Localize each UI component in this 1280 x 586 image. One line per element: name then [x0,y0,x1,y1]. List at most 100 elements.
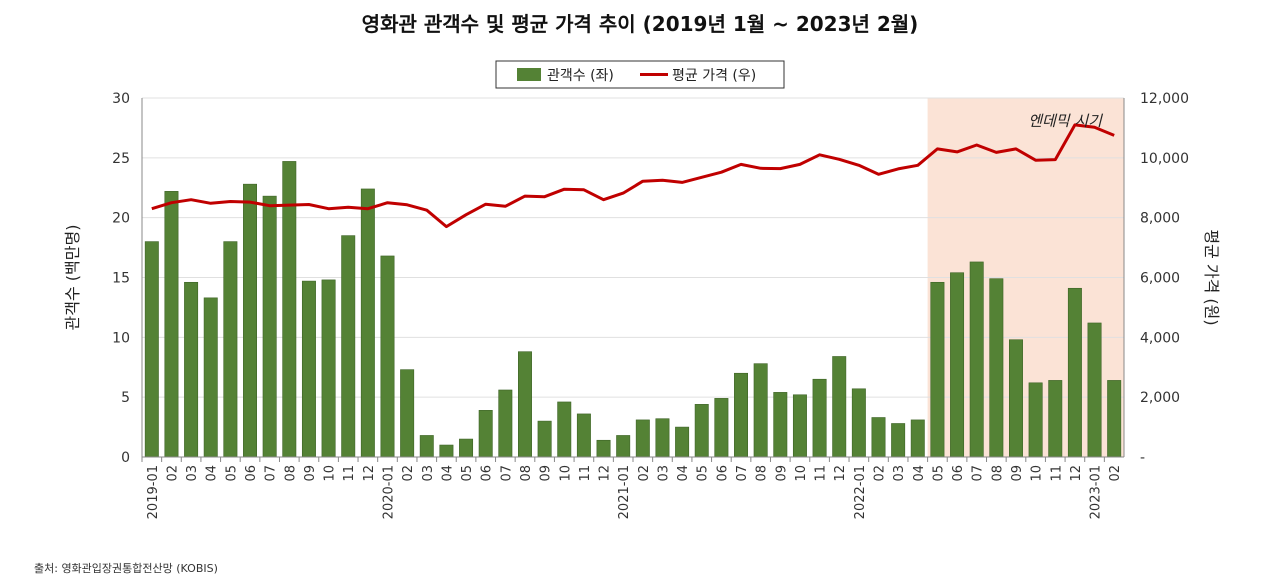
bar [1107,380,1122,458]
bar [1028,382,1043,458]
axis-layer: 0 - 5 2,000 10 4,000 15 6,000 20 8,000 25 10,000 30 1… [112,91,1189,519]
y-left-tick-label: 5 [121,390,130,406]
x-tick-label: 03 [892,465,907,482]
x-tick-label: 06 [480,465,495,482]
x-tick-label: 2021-01 [617,465,632,519]
x-tick-label: 02 [165,465,180,482]
bar [341,235,356,458]
y-right-tick-label: - [1140,450,1145,466]
x-tick-label: 09 [303,465,318,482]
bar [655,418,670,458]
x-tick-label: 10 [558,465,573,482]
x-tick-label: 04 [440,465,455,482]
bar [910,419,925,458]
y-right-tick-label: 4,000 [1140,330,1180,346]
x-tick-label: 02 [873,465,888,482]
y-axis-right-label: 평균 가격 (원) [1202,229,1221,325]
bar [537,420,552,458]
bar [812,378,827,458]
y-left-tick-label: 30 [112,91,130,107]
bar [714,398,729,458]
bar [734,372,748,458]
bar [262,195,277,458]
bar [950,272,965,458]
bar [773,392,788,458]
legend-line-label: 평균 가격 (우) [672,68,756,84]
bar [832,356,847,458]
line-layer [151,123,1115,229]
y-axis-left-label: 관객수 (백만명) [63,225,82,331]
x-tick-label: 05 [224,465,239,482]
x-tick-label: 08 [990,465,1005,482]
bar [969,261,984,458]
y-right-tick-label: 2,000 [1140,390,1180,406]
x-tick-label: 12 [598,465,613,482]
y-right-tick-label: 10,000 [1140,151,1189,167]
bar [518,351,532,458]
bar [675,426,690,458]
y-right-tick-label: 6,000 [1140,271,1180,287]
bar [223,241,238,458]
x-tick-label: 11 [578,465,593,482]
x-tick-label: 07 [499,465,514,482]
chart-title: 영화관 관객수 및 평균 가격 추이 (2019년 1월 ~ 2023년 2월) [361,12,919,36]
y-left-tick-label: 15 [112,271,130,287]
x-tick-label: 07 [735,465,750,482]
bar [301,280,316,458]
bar [321,279,336,458]
bar [203,297,218,458]
bar [891,423,906,458]
bar [380,255,395,458]
y-right-tick-label: 8,000 [1140,211,1180,227]
legend: 관객수 (좌) 평균 가격 (우) [495,60,785,89]
bar [851,388,866,458]
x-tick-label: 09 [1010,465,1025,482]
x-tick-label: 2019-01 [146,465,161,519]
x-tick-label: 05 [696,465,711,482]
x-tick-label: 03 [421,465,436,482]
x-tick-label: 04 [912,465,927,482]
x-tick-label: 06 [244,465,259,482]
x-tick-label: 08 [755,465,770,482]
bar [694,404,709,458]
bar [871,417,886,458]
y-right-tick-label: 12,000 [1140,91,1189,107]
x-tick-label: 2020-01 [382,465,397,519]
bar [635,419,650,458]
y-left-tick-label: 10 [112,330,130,346]
x-tick-label: 06 [951,465,966,482]
x-tick-label: 02 [401,465,416,482]
bar [576,413,591,458]
bar [184,281,199,458]
bar [1087,322,1102,458]
bar [616,435,631,458]
x-tick-label: 2023-01 [1089,465,1104,519]
x-tick-label: 07 [264,465,279,482]
bar [596,439,611,458]
bar [557,401,572,458]
y-left-tick-label: 0 [121,450,130,466]
bar [459,438,474,458]
x-tick-label: 10 [323,465,338,482]
price-line [151,123,1115,229]
y-left-tick-label: 25 [112,151,130,167]
bar [989,278,1004,458]
x-tick-label: 11 [814,465,829,482]
x-tick-label: 12 [362,465,377,482]
bar [144,241,159,458]
x-tick-label: 10 [1030,465,1045,482]
bar [792,394,807,458]
x-tick-label: 09 [774,465,789,482]
x-tick-label: 10 [794,465,809,482]
bar [243,183,257,458]
x-tick-label: 12 [833,465,848,482]
x-tick-label: 05 [931,465,946,482]
legend-bar-swatch [517,68,541,81]
bar [1009,339,1023,458]
y-left-tick-label: 20 [112,211,130,227]
x-tick-label: 09 [539,465,554,482]
x-tick-label: 02 [1108,465,1123,482]
x-tick-label: 11 [342,465,357,482]
x-tick-label: 05 [460,465,475,482]
